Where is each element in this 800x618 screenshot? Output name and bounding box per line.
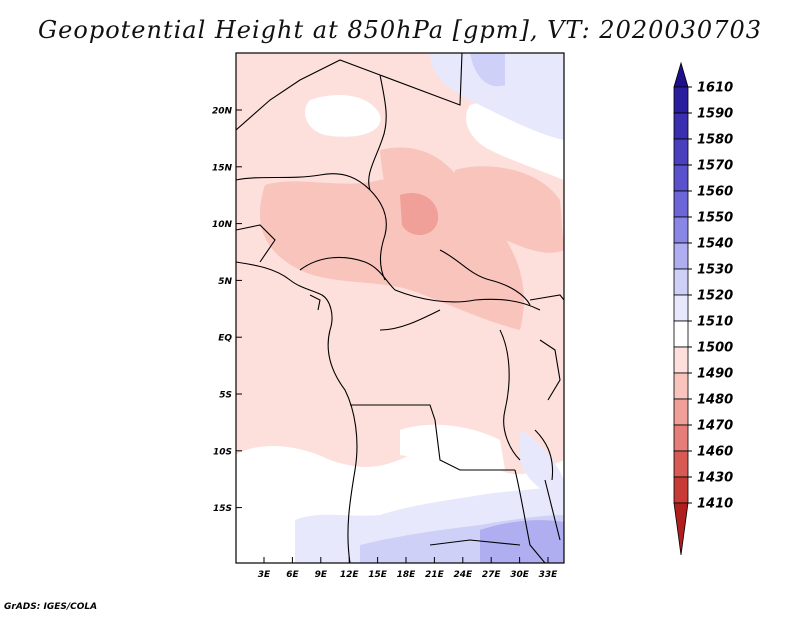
colorbar-swatch <box>673 294 689 322</box>
colorbar-swatch <box>673 424 689 452</box>
colorbar-label: 1530 <box>697 263 733 278</box>
colorbar-label: 1510 <box>697 315 733 330</box>
colorbar-label: 1470 <box>697 419 733 434</box>
longitude-axis: 3E 6E 9E 12E 15E 18E 21E 24E 27E 30E 33E <box>258 557 558 580</box>
lon-label: 33E <box>539 570 559 580</box>
lon-label: 12E <box>340 570 360 580</box>
colorbar-swatch-bottom <box>673 502 689 556</box>
colorbar-swatch <box>673 320 689 348</box>
colorbar-swatch <box>673 346 689 374</box>
colorbar-label: 1590 <box>697 107 733 122</box>
colorbar-swatch <box>673 216 689 244</box>
colorbar-swatch <box>673 372 689 400</box>
colorbar-label: 1540 <box>697 237 733 252</box>
colorbar-label: 1460 <box>697 445 733 460</box>
colorbar-label: 1490 <box>697 367 733 382</box>
map-field <box>236 53 564 563</box>
field-patch-white-sahara <box>305 95 381 137</box>
colorbar-label: 1610 <box>697 81 733 96</box>
field-patch-1510-north <box>430 53 564 140</box>
lon-label: 24E <box>453 570 473 580</box>
lon-label: 15E <box>368 570 388 580</box>
lat-label: 15N <box>212 163 233 173</box>
lat-label: 10S <box>213 447 232 457</box>
lon-label: 18E <box>397 570 417 580</box>
map-borders <box>236 53 564 563</box>
colorbar-swatch <box>673 138 689 166</box>
colorbar-label: 1560 <box>697 185 733 200</box>
colorbar-swatch <box>673 112 689 140</box>
latitude-axis: 20N 15N 10N 5N EQ 5S 10S 15S <box>212 107 242 514</box>
colorbar-swatch <box>673 190 689 218</box>
lon-label: 21E <box>425 570 445 580</box>
lat-label: 15S <box>213 504 232 514</box>
field-patch-1490-c <box>453 166 564 253</box>
lon-label: 6E <box>286 570 299 580</box>
colorbar-swatch <box>673 242 689 270</box>
colorbar: 1610 1590 1580 1570 1560 1550 1540 1530 1520 1510… <box>673 61 733 556</box>
colorbar-swatch <box>673 450 689 478</box>
colorbar-swatch <box>673 164 689 192</box>
chart-title: Geopotential Height at 850hPa [gpm], VT:… <box>38 16 762 44</box>
colorbar-swatch <box>673 398 689 426</box>
grads-credit: GrADS: IGES/COLA <box>4 602 98 612</box>
colorbar-label: 1580 <box>697 133 733 148</box>
lon-label: 9E <box>315 570 328 580</box>
lat-label: EQ <box>218 334 232 344</box>
lon-label: 30E <box>510 570 530 580</box>
colorbar-swatch <box>673 476 689 504</box>
lon-label: 3E <box>258 570 271 580</box>
lat-label: 10N <box>212 220 233 230</box>
colorbar-label: 1480 <box>697 393 733 408</box>
field-patch-1520-north <box>470 53 505 87</box>
lat-label: 20N <box>212 107 233 117</box>
lat-label: 5N <box>218 277 232 287</box>
colorbar-label: 1550 <box>697 211 733 226</box>
colorbar-label: 1410 <box>697 497 733 512</box>
colorbar-label: 1520 <box>697 289 733 304</box>
field-patch-1510-mozambique <box>520 430 564 500</box>
colorbar-swatch <box>673 86 689 114</box>
field-patch-1480 <box>400 192 439 236</box>
field-patch-1530-south <box>480 520 564 563</box>
colorbar-swatch-top <box>673 61 689 88</box>
colorbar-swatch <box>673 268 689 296</box>
field-patch-white-angola <box>400 424 505 470</box>
colorbar-label: 1500 <box>697 341 733 356</box>
colorbar-label: 1570 <box>697 159 733 174</box>
lon-label: 27E <box>482 570 502 580</box>
colorbar-label: 1430 <box>697 471 733 486</box>
lat-label: 5S <box>219 391 232 401</box>
map-frame <box>235 52 565 564</box>
